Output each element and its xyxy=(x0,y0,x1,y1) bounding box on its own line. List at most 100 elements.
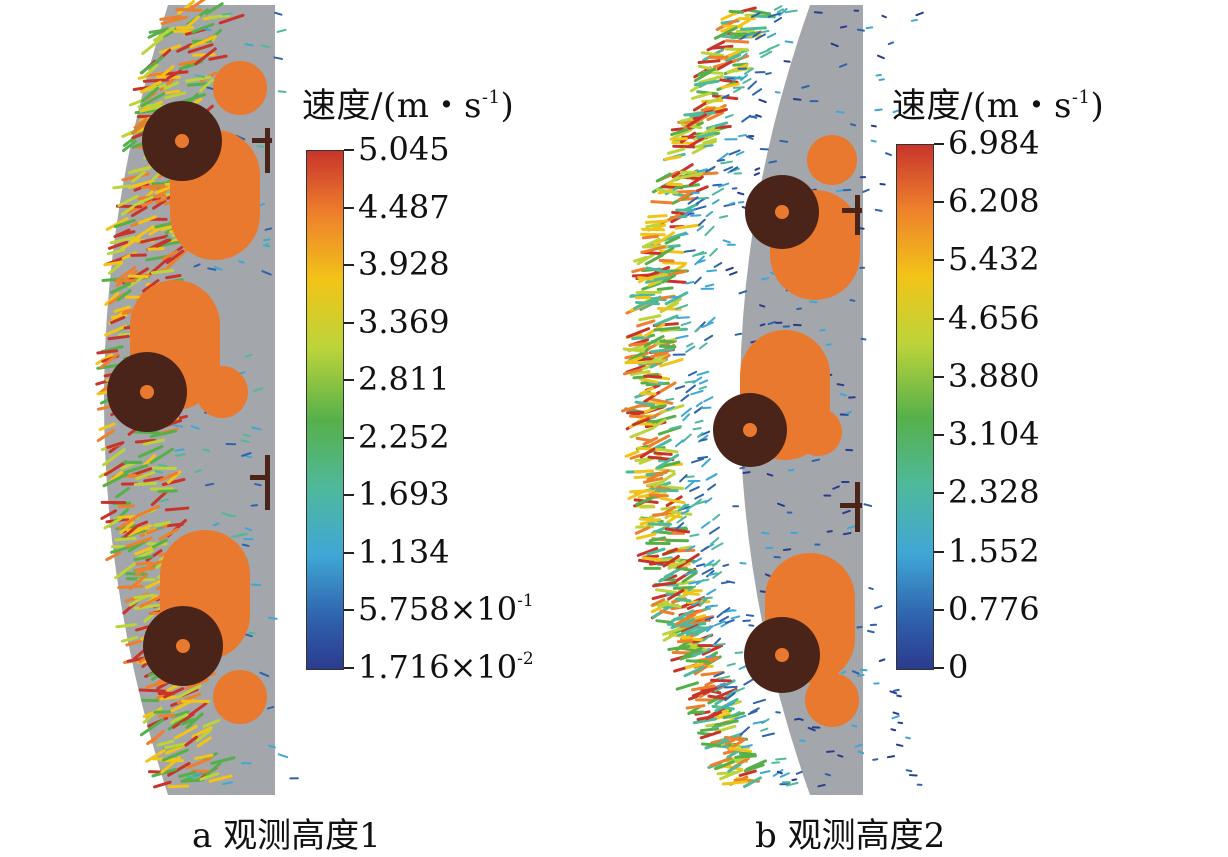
velocity-arrow xyxy=(700,439,706,440)
colorbar-tick xyxy=(344,494,354,496)
velocity-arrow xyxy=(252,505,257,506)
velocity-arrow xyxy=(867,27,873,28)
velocity-arrow xyxy=(633,275,648,276)
velocity-arrow xyxy=(749,711,757,714)
velocity-arrow xyxy=(698,198,709,199)
velocity-arrow xyxy=(687,661,708,662)
velocity-arrow xyxy=(636,471,653,472)
velocity-arrow xyxy=(775,6,782,10)
velocity-arrow xyxy=(684,593,698,594)
velocity-arrow xyxy=(876,210,882,211)
velocity-arrow xyxy=(759,100,765,102)
velocity-arrow xyxy=(727,581,734,582)
velocity-arrow xyxy=(645,376,661,377)
small-disk-a3 xyxy=(213,670,267,724)
velocity-arrow xyxy=(737,31,753,32)
velocity-arrow xyxy=(891,729,895,730)
velocity-arrow xyxy=(223,14,232,15)
velocity-arrow xyxy=(894,690,899,691)
velocity-arrow xyxy=(873,759,877,760)
velocity-arrow xyxy=(666,399,673,400)
colorbar-tick-label: 5.758×10-1 xyxy=(358,593,534,625)
velocity-arrow xyxy=(638,448,661,450)
velocity-arrow xyxy=(723,565,728,566)
colorbar-tick-label: 5.432 xyxy=(948,243,1040,275)
velocity-arrow xyxy=(142,186,162,188)
velocity-arrow xyxy=(740,753,755,755)
velocity-arrow xyxy=(766,73,771,74)
velocity-arrow xyxy=(768,45,779,50)
velocity-arrow xyxy=(838,755,842,756)
colorbar-tick-label: 0 xyxy=(948,651,968,683)
velocity-arrow xyxy=(872,141,876,142)
velocity-arrow xyxy=(268,707,273,708)
velocity-arrow xyxy=(203,450,209,451)
velocity-arrow xyxy=(278,30,286,32)
velocity-arrow xyxy=(837,112,844,113)
velocity-arrow xyxy=(706,656,715,657)
velocity-arrow xyxy=(852,725,856,726)
velocity-arrow xyxy=(243,545,249,546)
colorbar-tick-label: 2.252 xyxy=(358,421,450,453)
velocity-arrow xyxy=(274,57,282,58)
velocity-arrow xyxy=(868,631,874,632)
velocity-arrow xyxy=(820,330,824,331)
velocity-arrow xyxy=(638,321,654,326)
velocity-arrow xyxy=(166,91,179,93)
velocity-arrow xyxy=(674,587,692,588)
velocity-arrow xyxy=(753,89,761,94)
colorbar-tick xyxy=(344,264,354,266)
velocity-arrow xyxy=(786,41,793,42)
velocity-arrow xyxy=(858,675,864,676)
velocity-arrow xyxy=(682,234,688,235)
velocity-arrow xyxy=(701,729,717,731)
colorbar-tick-label: 3.928 xyxy=(358,248,450,280)
colorbar-tick-label: 5.045 xyxy=(358,133,450,165)
colorbar-tick-label: 6.208 xyxy=(948,185,1040,217)
velocity-arrow xyxy=(658,288,672,290)
velocity-arrow xyxy=(850,300,854,301)
velocity-arrow xyxy=(766,574,770,575)
colorbar-tick xyxy=(934,259,944,261)
velocity-arrow xyxy=(657,590,676,593)
small-disk-a1 xyxy=(213,61,267,115)
velocity-arrow xyxy=(246,44,253,45)
velocity-arrow xyxy=(661,611,673,613)
colorbar-tick-label: 2.328 xyxy=(948,476,1040,508)
velocity-arrow xyxy=(639,278,653,280)
colorbar-tick xyxy=(344,379,354,381)
colorbar-tick xyxy=(934,667,944,669)
colorbar-tick-label: 1.716×10-2 xyxy=(358,651,534,683)
velocity-arrow xyxy=(114,186,130,188)
velocity-arrow xyxy=(768,34,775,38)
velocity-arrow xyxy=(776,712,780,713)
velocity-arrow xyxy=(769,161,776,162)
velocity-arrow xyxy=(725,687,737,688)
velocity-arrow xyxy=(726,41,747,42)
velocity-arrow xyxy=(167,237,172,238)
velocity-arrow xyxy=(244,435,250,436)
velocity-arrow xyxy=(827,344,831,345)
velocity-arrow xyxy=(857,627,861,628)
velocity-arrow xyxy=(762,533,769,534)
velocity-arrow xyxy=(858,30,864,31)
velocity-arrow xyxy=(726,268,732,270)
colorbar-tick xyxy=(344,609,354,611)
velocity-arrow xyxy=(739,135,746,136)
velocity-arrow xyxy=(880,184,884,185)
velocity-arrow xyxy=(743,472,749,473)
colorbar-tick xyxy=(344,322,354,324)
velocity-arrow xyxy=(916,13,923,15)
velocity-arrow xyxy=(691,215,700,216)
velocity-arrow xyxy=(671,297,679,298)
velocity-arrow xyxy=(686,476,693,477)
colorbar-tick xyxy=(344,149,354,151)
colorbar-a xyxy=(306,150,344,670)
velocity-arrow xyxy=(230,516,235,517)
caption-b: b 观测高度2 xyxy=(755,808,945,857)
velocity-arrow xyxy=(776,92,780,93)
velocity-arrow xyxy=(669,149,684,153)
velocity-arrow xyxy=(633,337,650,339)
velocity-arrow xyxy=(116,538,135,540)
velocity-arrow xyxy=(738,193,743,195)
